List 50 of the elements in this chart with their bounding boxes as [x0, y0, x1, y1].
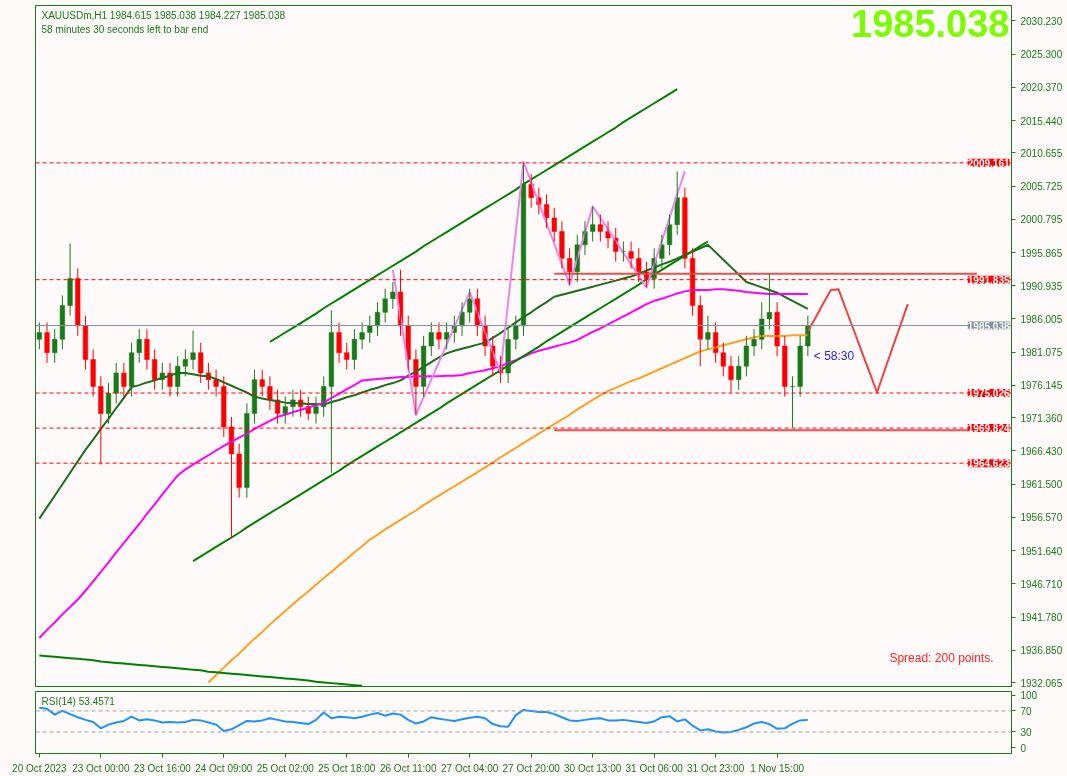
x-tick-label: 27 Oct 20:00 [502, 762, 561, 774]
y-tick-label: 1966.430 [1020, 445, 1063, 457]
x-tick-label: 25 Oct 02:00 [256, 762, 315, 774]
x-tick-label: 1 Nov 15:00 [750, 762, 805, 774]
y-tick-label: 1936.850 [1020, 645, 1063, 657]
text: 58 minutes 30 seconds left to bar end [41, 23, 209, 35]
y-tick-label: 2030.230 [1020, 15, 1063, 27]
ref-line-label: 1964.623 [967, 458, 1010, 470]
ref-line-label: 2009.161 [967, 157, 1010, 169]
y-tick-label: 1941.780 [1020, 612, 1063, 624]
chart-title: XAUUSDm,H1 1984.615 1985.038 1984.227 1985.038 [41, 9, 286, 21]
y-tick-label: 2005.725 [1020, 181, 1063, 193]
y-tick-label: 2015.440 [1020, 115, 1063, 127]
y-tick-label: 2000.795 [1020, 214, 1063, 226]
annotation: < 58:30 [813, 348, 855, 363]
y-tick-label: 2025.300 [1020, 49, 1063, 61]
y-tick-label: 1990.935 [1020, 280, 1063, 292]
y-tick-label: 2010.655 [1020, 147, 1063, 159]
y-tick-label: 1971.360 [1020, 412, 1063, 424]
y-tick-label: 0 [1020, 742, 1027, 754]
x-tick-label: 31 Oct 23:00 [687, 762, 745, 774]
y-tick-label: 1932.065 [1020, 677, 1063, 689]
x-tick-label: 31 Oct 06:00 [625, 762, 684, 774]
x-tick-label: 26 Oct 11:00 [379, 762, 437, 774]
x-tick-label: 23 Oct 00:00 [72, 762, 130, 774]
x-tick-label: 30 Oct 13:00 [564, 762, 622, 774]
x-tick-label: 25 Oct 18:00 [318, 762, 376, 774]
x-tick-label: 20 Oct 2023 [12, 762, 68, 774]
y-tick-label: 1946.710 [1020, 578, 1063, 590]
y-tick-label: 100 [1020, 690, 1038, 702]
y-tick-label: 1976.145 [1020, 380, 1063, 392]
y-tick-label: 1951.640 [1020, 545, 1063, 557]
y-tick-label: 1961.500 [1020, 479, 1063, 491]
y-tick-label: 30 [1020, 726, 1033, 738]
y-tick-label: 1981.075 [1020, 347, 1063, 359]
annotation: Spread: 200 points. [889, 650, 994, 665]
ref-line-label: 1975.026 [967, 388, 1010, 400]
y-tick-label: 2020.370 [1020, 82, 1063, 94]
y-tick-label: 1986.005 [1020, 314, 1063, 325]
annotation: 1985.038 [851, 2, 1010, 45]
y-tick-label: 1995.865 [1020, 247, 1063, 259]
ref-line-label: 1985.038 [967, 320, 1010, 332]
chart-title: RSI(14) 53.4571 [41, 695, 116, 707]
ref-line-label: 1991.835 [967, 274, 1010, 286]
y-tick-label: 70 [1020, 705, 1033, 717]
ref-line-label: 1969.824 [967, 423, 1010, 435]
x-tick-label: 24 Oct 09:00 [195, 762, 253, 774]
x-tick-label: 27 Oct 04:00 [441, 762, 499, 774]
x-tick-label: 23 Oct 16:00 [133, 762, 192, 774]
y-tick-label: 1956.570 [1020, 512, 1063, 524]
